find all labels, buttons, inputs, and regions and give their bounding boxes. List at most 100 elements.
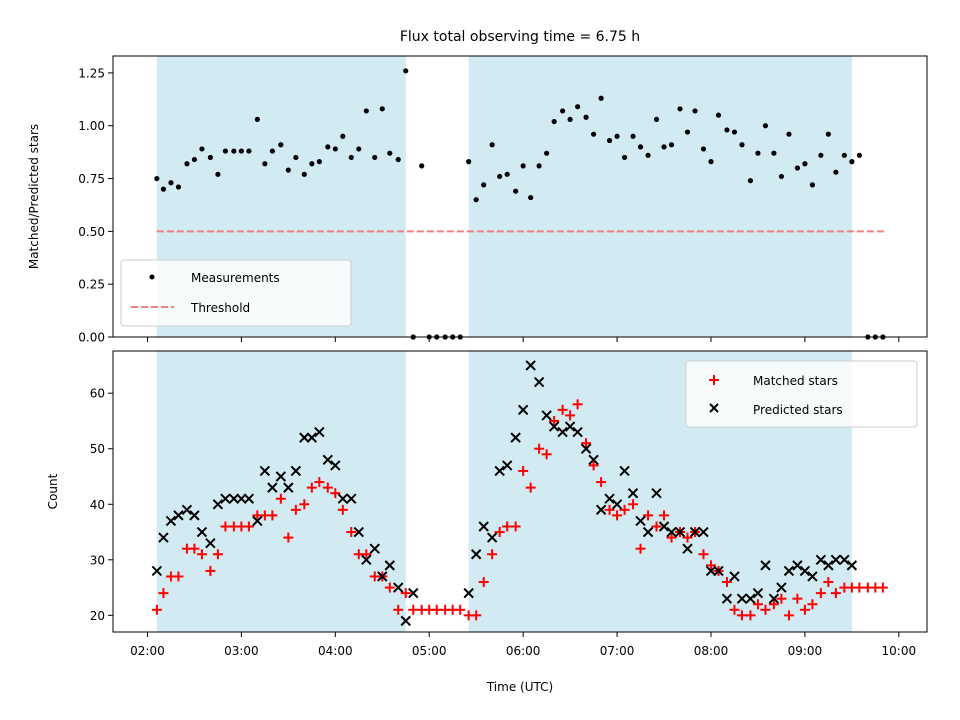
matched-point <box>384 582 395 593</box>
predicted-point <box>823 560 834 571</box>
measurement-point <box>154 175 160 182</box>
predicted-point <box>768 593 780 604</box>
measurement-point <box>160 186 167 192</box>
measurement-point <box>269 148 275 154</box>
predicted-point <box>353 526 364 538</box>
matched-point <box>478 577 489 588</box>
measurement-point <box>184 161 190 167</box>
measurement-point <box>332 146 338 152</box>
bottom-x-ticks: 02:00 03:00 04:00 05:00 06:00 07:00 08:00 09:00… <box>130 632 916 658</box>
measurement-point <box>473 197 479 203</box>
x-tick-label: 02:00 <box>130 644 165 658</box>
matched-point <box>393 604 404 615</box>
ratio-panel: 0.00 0.25 0.50 0.75 1.00 1.25 Flux total obse… <box>27 29 928 345</box>
matched-point <box>306 482 317 493</box>
y-tick-label: 0.50 <box>78 225 105 239</box>
x-tick-label: 03:00 <box>224 644 259 658</box>
predicted-point <box>611 499 623 510</box>
measurement-point <box>567 116 573 122</box>
measurement-point <box>637 144 644 150</box>
predicted-point <box>799 565 811 577</box>
predicted-point <box>220 493 231 504</box>
predicted-point <box>745 593 756 604</box>
measurement-point <box>372 154 378 161</box>
predicted-point <box>377 571 388 582</box>
x-tick-label: 09:00 <box>788 644 823 658</box>
measurement-point <box>254 116 260 122</box>
matched-point <box>541 449 552 460</box>
predicted-point <box>517 404 529 416</box>
legend-measurements-marker <box>149 274 155 280</box>
predicted-point <box>689 526 701 538</box>
matched-point <box>572 399 583 410</box>
predicted-point <box>165 515 177 527</box>
bottom-legend-box <box>685 360 918 428</box>
matched-point <box>682 532 693 543</box>
y-tick-label: 0.25 <box>78 278 105 292</box>
measurement-point <box>794 165 800 171</box>
matched-point <box>659 510 670 521</box>
matched-point <box>651 521 662 532</box>
matched-point <box>151 604 162 615</box>
predicted-point <box>510 432 521 443</box>
predicted-point <box>181 504 193 516</box>
top-x-ticks <box>146 337 900 342</box>
chart-title: Flux total observing time = 6.75 h <box>400 29 640 45</box>
measurement-point <box>175 184 182 190</box>
measurement-point <box>731 129 738 135</box>
measurement-point <box>246 148 252 154</box>
measurement-point <box>207 154 213 161</box>
measurement-point <box>747 178 754 184</box>
predicted-point <box>760 560 771 571</box>
matched-point <box>196 549 207 560</box>
legend-measurements-label: Measurements <box>191 271 280 285</box>
measurement-point <box>802 161 808 167</box>
predicted-point <box>189 510 200 521</box>
top-axes-frame <box>112 55 928 338</box>
matched-point <box>604 504 615 515</box>
predicted-point <box>478 521 489 532</box>
predicted-point <box>322 454 334 466</box>
y-tick-label: 50 <box>90 442 105 456</box>
predicted-point <box>486 532 498 543</box>
matched-point <box>290 504 301 515</box>
predicted-point <box>290 465 302 477</box>
measurement-point <box>630 133 636 139</box>
predicted-point <box>807 571 818 582</box>
measurement-point <box>653 116 660 122</box>
measurement-point <box>403 68 409 74</box>
matched-point <box>752 599 763 610</box>
measurement-point <box>199 146 205 152</box>
x-tick-label: 07:00 <box>600 644 635 658</box>
measurement-point <box>301 171 307 177</box>
measurement-point <box>645 152 651 158</box>
matched-point <box>698 549 709 560</box>
measurement-point <box>724 127 730 133</box>
matched-point <box>776 593 787 604</box>
matched-point <box>212 549 223 560</box>
measurement-point <box>363 108 369 114</box>
predicted-point <box>283 482 294 493</box>
predicted-point <box>619 465 630 477</box>
predicted-point <box>635 515 646 527</box>
x-tick-label: 08:00 <box>694 644 729 658</box>
measurement-point <box>231 148 237 154</box>
matched-point <box>745 610 756 621</box>
top-legend: Measurements Threshold <box>120 259 352 327</box>
predicted-point <box>337 493 349 504</box>
legend-matched-marker <box>709 375 719 385</box>
predicted-point <box>658 521 670 532</box>
matched-point <box>173 571 184 582</box>
matched-point <box>815 588 826 599</box>
measurement-point <box>708 159 714 165</box>
predicted-point <box>651 487 662 499</box>
measurement-point <box>849 159 855 165</box>
matched-point <box>760 604 771 615</box>
matched-point <box>431 604 442 615</box>
matched-point <box>275 493 286 504</box>
measurement-point <box>856 152 862 158</box>
matched-point <box>792 593 803 604</box>
predicted-point <box>595 504 607 516</box>
predicted-point <box>627 487 639 499</box>
